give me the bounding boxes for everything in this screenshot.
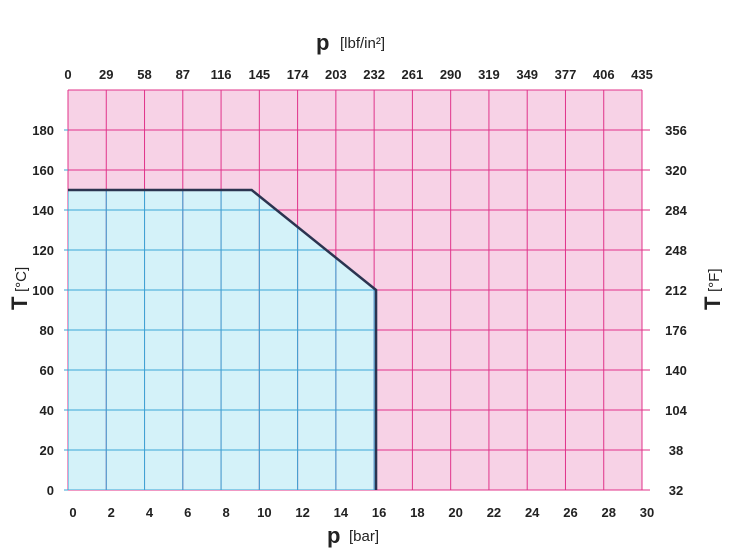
top-axis-symbol: p bbox=[316, 30, 329, 55]
left-tick-label: 20 bbox=[40, 443, 54, 458]
left-tick-label: 120 bbox=[32, 243, 54, 258]
top-tick-label: 232 bbox=[363, 67, 385, 82]
bottom-tick-label: 28 bbox=[601, 505, 615, 520]
top-tick-label: 87 bbox=[176, 67, 190, 82]
right-axis-symbol: T bbox=[700, 296, 725, 310]
bottom-axis-ticks: 0 2 4 6 8 10 12 14 16 18 20 22 24 26 28 30 bbox=[69, 505, 654, 520]
left-axis-ticks: 0 20 40 60 80 100 120 140 160 180 bbox=[32, 123, 68, 498]
bottom-tick-label: 0 bbox=[69, 505, 76, 520]
left-tick-label: 80 bbox=[40, 323, 54, 338]
right-tick-label: 176 bbox=[665, 323, 687, 338]
bottom-axis-symbol: p bbox=[327, 523, 340, 548]
left-tick-label: 60 bbox=[40, 363, 54, 378]
right-tick-label: 212 bbox=[665, 283, 687, 298]
bottom-tick-label: 12 bbox=[295, 505, 309, 520]
right-tick-label: 320 bbox=[665, 163, 687, 178]
top-tick-label: 261 bbox=[402, 67, 424, 82]
bottom-tick-label: 30 bbox=[640, 505, 654, 520]
top-tick-label: 349 bbox=[516, 67, 538, 82]
right-tick-label: 356 bbox=[665, 123, 687, 138]
left-axis-symbol: T bbox=[7, 296, 32, 310]
right-axis-unit: [°F] bbox=[706, 269, 723, 293]
bottom-axis-unit: [bar] bbox=[349, 528, 379, 545]
top-tick-label: 174 bbox=[287, 67, 309, 82]
top-tick-label: 406 bbox=[593, 67, 615, 82]
top-tick-label: 435 bbox=[631, 67, 653, 82]
right-tick-label: 284 bbox=[665, 203, 687, 218]
bottom-tick-label: 20 bbox=[448, 505, 462, 520]
left-tick-label: 180 bbox=[32, 123, 54, 138]
right-tick-label: 32 bbox=[669, 483, 683, 498]
top-tick-label: 116 bbox=[211, 67, 232, 82]
bottom-tick-label: 2 bbox=[108, 505, 115, 520]
bottom-tick-label: 18 bbox=[410, 505, 424, 520]
bottom-tick-label: 10 bbox=[257, 505, 271, 520]
bottom-tick-label: 14 bbox=[334, 505, 349, 520]
bottom-tick-label: 24 bbox=[525, 505, 540, 520]
top-axis-unit: [lbf/in²] bbox=[340, 35, 385, 52]
bottom-tick-label: 8 bbox=[222, 505, 229, 520]
top-tick-label: 29 bbox=[99, 67, 113, 82]
bottom-tick-label: 22 bbox=[487, 505, 501, 520]
top-tick-label: 319 bbox=[478, 67, 500, 82]
top-tick-label: 203 bbox=[325, 67, 347, 82]
right-axis-ticks: 32 38 104 140 176 212 248 284 320 356 bbox=[642, 123, 688, 498]
right-tick-label: 248 bbox=[665, 243, 687, 258]
top-tick-label: 145 bbox=[248, 67, 270, 82]
left-tick-label: 0 bbox=[47, 483, 54, 498]
top-tick-label: 290 bbox=[440, 67, 462, 82]
left-axis-unit: [°C] bbox=[13, 267, 30, 292]
bottom-tick-label: 16 bbox=[372, 505, 386, 520]
top-tick-label: 0 bbox=[64, 67, 71, 82]
top-tick-label: 377 bbox=[555, 67, 577, 82]
pressure-temperature-limit-line bbox=[68, 188, 378, 490]
bottom-tick-label: 6 bbox=[184, 505, 191, 520]
right-tick-label: 140 bbox=[665, 363, 687, 378]
right-tick-label: 38 bbox=[669, 443, 683, 458]
right-tick-label: 104 bbox=[665, 403, 687, 418]
top-tick-label: 58 bbox=[137, 67, 151, 82]
top-axis-ticks: 0 29 58 87 116 145 174 203 232 261 290 319 349 377 406… bbox=[64, 67, 652, 82]
left-tick-label: 40 bbox=[40, 403, 54, 418]
left-tick-label: 160 bbox=[32, 163, 54, 178]
bottom-tick-label: 4 bbox=[146, 505, 154, 520]
bottom-tick-label: 26 bbox=[563, 505, 577, 520]
left-tick-label: 100 bbox=[32, 283, 54, 298]
left-tick-label: 140 bbox=[32, 203, 54, 218]
